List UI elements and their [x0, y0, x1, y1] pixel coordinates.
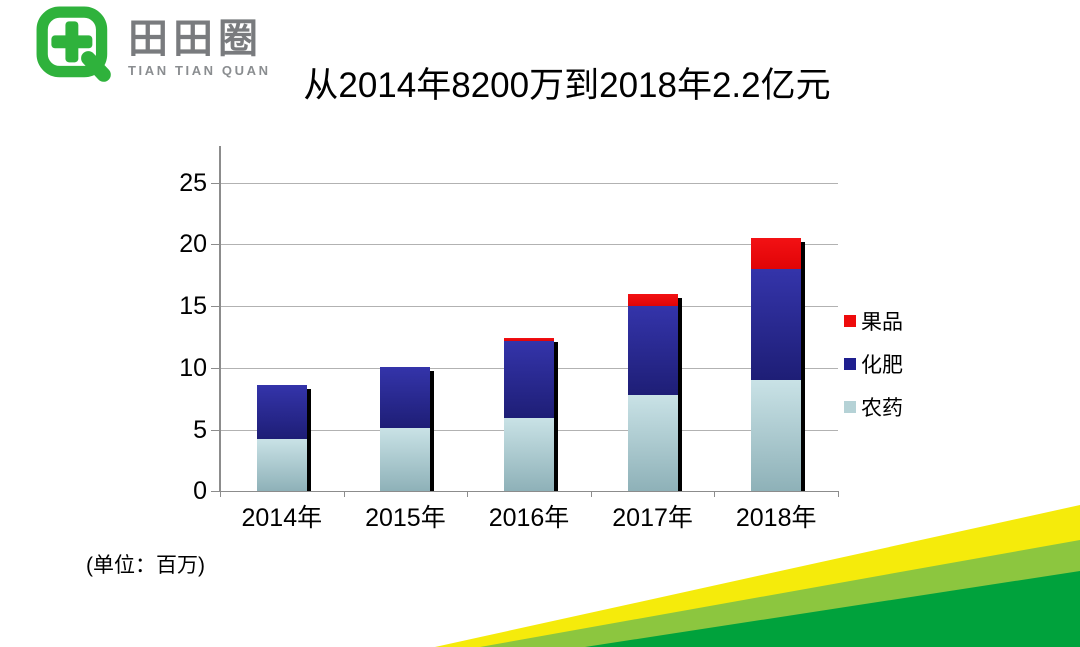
y-axis-label: 10 [179, 353, 207, 382]
y-axis-tick [211, 182, 220, 184]
bar-segment-化肥 [256, 385, 307, 440]
bar-shadow [677, 297, 682, 492]
y-axis-label: 15 [179, 292, 207, 321]
x-axis-label: 2015年 [365, 504, 446, 533]
unit-note: (单位：百万) [86, 554, 205, 577]
bar-segment-农药 [751, 380, 802, 492]
y-axis-label: 20 [179, 230, 207, 259]
bar-segment-果品 [504, 338, 554, 341]
legend-label: 农药 [861, 396, 903, 420]
y-axis-label: 0 [193, 477, 207, 506]
y-axis-tick [211, 429, 220, 431]
bar-shadow [554, 342, 558, 492]
legend-item-化肥: 化肥 [844, 352, 903, 377]
legend-item-农药: 农药 [844, 395, 903, 420]
bar-segment-化肥 [504, 340, 554, 419]
x-axis-tick [838, 491, 839, 498]
y-axis-tick [211, 244, 220, 246]
bar-segment-农药 [627, 395, 678, 492]
bar-shadow [306, 389, 311, 492]
bar-shadow [801, 242, 806, 492]
brand-logo: 田田圈 TIAN TIAN QUAN [36, 6, 271, 90]
chart-title: 从2014年8200万到2018年2.2亿元 [303, 66, 831, 105]
x-axis-line [220, 490, 838, 493]
y-axis-tick [211, 306, 220, 308]
x-axis-label: 2014年 [241, 504, 323, 533]
legend-label: 化肥 [861, 353, 903, 377]
logo-q-icon [36, 6, 111, 82]
x-axis-label: 2018年 [735, 504, 817, 533]
y-axis-tick [211, 491, 220, 493]
bar-segment-化肥 [380, 366, 431, 429]
x-axis-tick [590, 491, 592, 498]
x-axis-label: 2017年 [612, 504, 693, 533]
gridline [220, 306, 838, 308]
bar-segment-果品 [751, 238, 802, 270]
legend-marker [844, 400, 856, 413]
x-axis-tick [714, 491, 716, 498]
bar-segment-农药 [256, 439, 307, 492]
bar-segment-果品 [627, 293, 678, 307]
y-axis-label: 5 [193, 415, 207, 444]
x-axis-tick [343, 491, 345, 498]
bar-shadow [430, 370, 435, 492]
bar-segment-农药 [504, 418, 554, 492]
bar-segment-化肥 [751, 269, 802, 381]
y-axis-label: 25 [179, 168, 207, 197]
bar-segment-农药 [380, 428, 431, 492]
gridline [220, 182, 838, 184]
x-axis-tick [220, 491, 221, 498]
legend-item-果品: 果品 [844, 309, 903, 334]
legend-marker [844, 314, 856, 327]
x-axis-tick [467, 491, 469, 498]
y-axis-tick [211, 367, 220, 369]
y-axis-line [219, 146, 221, 492]
gridline [220, 244, 838, 246]
legend-label: 果品 [861, 310, 903, 334]
legend: 果品 化肥 农药 [844, 309, 903, 438]
brand-name-latin: TIAN TIAN QUAN [128, 63, 271, 78]
legend-marker [844, 357, 856, 370]
x-axis-label: 2016年 [488, 504, 570, 533]
brand-name-chinese: 田田圈 [128, 17, 263, 61]
bar-segment-化肥 [627, 306, 678, 395]
